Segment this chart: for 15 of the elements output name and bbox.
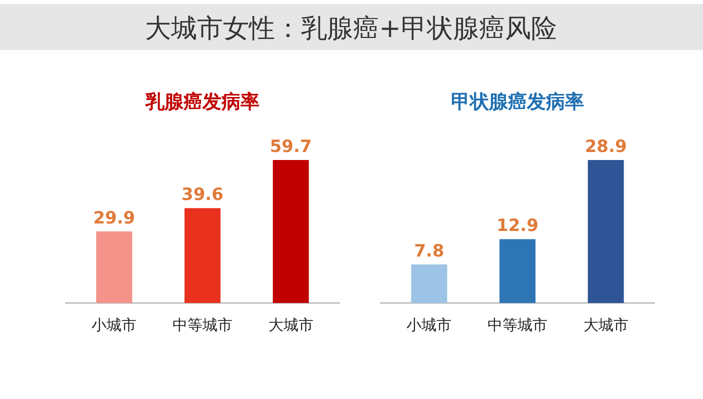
data-label: 39.6 xyxy=(182,185,224,206)
x-tick-label: 中等城市 xyxy=(488,316,548,334)
text: 大城市女性：乳腺癌+甲状腺癌风险 xyxy=(145,14,557,44)
x-tick-label: 中等城市 xyxy=(172,316,232,334)
data-label: 59.7 xyxy=(270,137,312,157)
data-label: 29.9 xyxy=(93,208,136,228)
x-tick-label: 小城市 xyxy=(92,316,137,334)
x-tick-label: 大城市 xyxy=(583,316,628,334)
chart-title: 甲状腺癌发病率 xyxy=(451,91,584,113)
chart-title: 乳腺癌发病率 xyxy=(144,91,260,113)
x-tick-label: 小城市 xyxy=(406,316,452,334)
data-label: 7.8 xyxy=(414,241,444,262)
data-label: 28.9 xyxy=(584,137,627,157)
x-tick-label: 大城市 xyxy=(268,316,314,334)
data-label: 12.9 xyxy=(496,216,538,236)
